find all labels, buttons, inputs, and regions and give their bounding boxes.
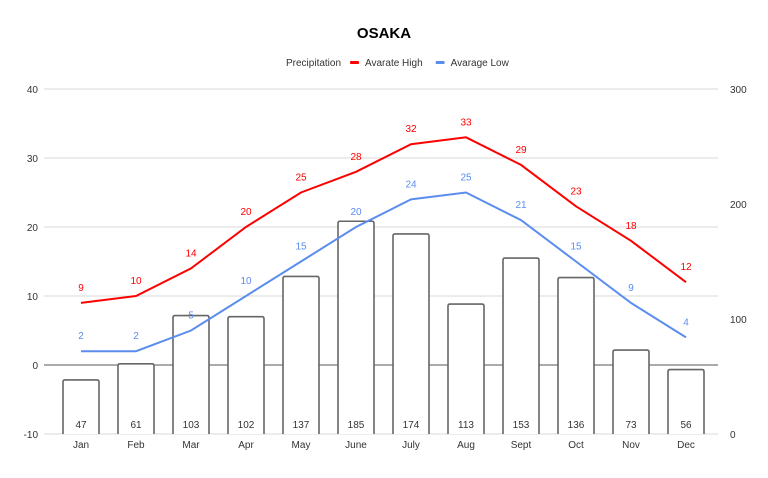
line-data-label: 20 xyxy=(240,207,252,218)
line-data-label: 32 xyxy=(405,124,417,135)
legend-label: Precipitation xyxy=(286,58,341,69)
bar xyxy=(117,363,155,434)
left-tick-label: -10 xyxy=(24,430,39,441)
bar xyxy=(612,349,650,434)
line-data-label: 2 xyxy=(78,331,84,342)
x-tick-label: Sept xyxy=(511,440,532,451)
line-data-label: 10 xyxy=(130,276,142,287)
legend-swatch xyxy=(350,61,359,64)
x-tick-label: Aug xyxy=(457,440,475,451)
line-data-label: 28 xyxy=(350,152,362,163)
left-tick-label: 40 xyxy=(27,85,39,96)
bar-data-label: 102 xyxy=(238,420,255,431)
bar-data-label: 61 xyxy=(130,420,142,431)
bar xyxy=(392,233,430,434)
right-tick-label: 300 xyxy=(730,85,747,96)
x-tick-label: Jan xyxy=(73,440,89,451)
line-data-label: 5 xyxy=(188,311,194,322)
bar xyxy=(667,368,705,434)
bar-data-label: 56 xyxy=(680,420,692,431)
line-data-label: 2 xyxy=(133,331,139,342)
x-tick-label: Oct xyxy=(568,440,584,451)
x-tick-label: Dec xyxy=(677,440,695,451)
line-data-label: 29 xyxy=(515,145,527,156)
bar xyxy=(62,379,100,434)
line-data-label: 18 xyxy=(625,221,637,232)
line-data-label: 25 xyxy=(295,173,307,184)
line-data-label: 21 xyxy=(515,200,527,211)
series-line xyxy=(81,191,687,353)
left-tick-label: 20 xyxy=(27,223,39,234)
line-data-label: 23 xyxy=(570,186,582,197)
line-data-label: 15 xyxy=(570,242,582,253)
bar xyxy=(337,220,375,434)
legend-label: Avarage Low xyxy=(451,58,510,69)
bar xyxy=(557,276,595,434)
right-tick-label: 100 xyxy=(730,315,747,326)
bar-data-label: 73 xyxy=(625,420,637,431)
line-data-label: 33 xyxy=(460,117,472,128)
line-data-label: 12 xyxy=(680,262,692,273)
line-data-label: 10 xyxy=(240,276,252,287)
bar-data-label: 174 xyxy=(403,420,420,431)
bar-data-label: 103 xyxy=(183,420,200,431)
bar xyxy=(447,303,485,434)
grid xyxy=(44,88,718,435)
line-data-label: 15 xyxy=(295,242,307,253)
bar-data-label: 136 xyxy=(568,420,585,431)
bar-data-label: 137 xyxy=(293,420,310,431)
legend: Precipitation Avarate High Avarage Low xyxy=(286,58,510,69)
left-tick-label: 0 xyxy=(32,361,38,372)
series-line xyxy=(80,136,687,304)
line-data-label: 9 xyxy=(78,283,84,294)
x-tick-label: Apr xyxy=(238,440,254,451)
x-tick-label: July xyxy=(402,440,420,451)
line-data-label: 9 xyxy=(628,283,634,294)
bar-data-label: 185 xyxy=(348,420,365,431)
bar-data-label: 153 xyxy=(513,420,530,431)
right-tick-label: 0 xyxy=(730,430,736,441)
bar xyxy=(282,275,320,434)
line-data-label: 20 xyxy=(350,207,362,218)
bar-data-label: 113 xyxy=(458,420,474,431)
x-tick-label: Feb xyxy=(127,440,145,451)
bar xyxy=(172,314,210,434)
bars: 47 61 103 102 137 185 174 113 153 136 73 56 xyxy=(62,220,705,434)
x-tick-label: June xyxy=(345,440,367,451)
legend-swatch xyxy=(435,61,445,64)
bar-data-label: 47 xyxy=(75,420,87,431)
chart-title: OSAKA xyxy=(357,25,411,42)
x-tick-label: Nov xyxy=(622,440,640,451)
left-tick-label: 10 xyxy=(27,292,39,303)
x-tick-label: May xyxy=(292,440,311,451)
line-data-label: 4 xyxy=(683,317,689,328)
bar xyxy=(502,257,540,434)
line-data-label: 25 xyxy=(460,173,472,184)
axes: -10 0 10 20 30 40 0 100 200 300 Jan Feb Mar Apr May Jun… xyxy=(24,85,748,451)
left-tick-label: 30 xyxy=(27,154,39,165)
x-tick-label: Mar xyxy=(182,440,200,451)
legend-label: Avarate High xyxy=(365,58,423,69)
line-data-label: 24 xyxy=(405,179,417,190)
right-tick-label: 200 xyxy=(730,200,747,211)
bar xyxy=(227,315,265,434)
line-data-label: 14 xyxy=(185,248,197,259)
